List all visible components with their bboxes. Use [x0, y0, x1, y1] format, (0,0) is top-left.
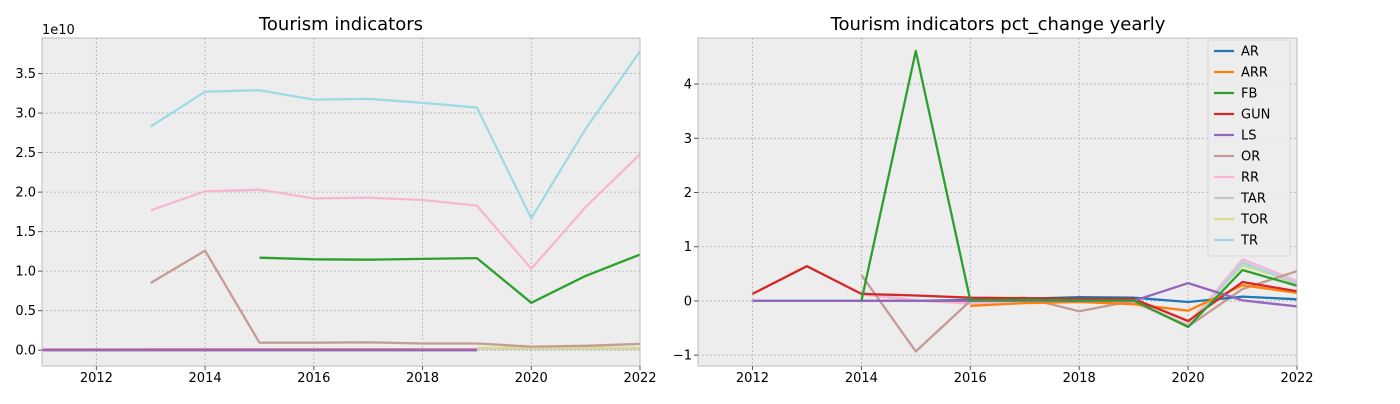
x-tick-label: 2022 — [1280, 371, 1313, 386]
legend-label-gun: GUN — [1241, 108, 1270, 123]
chart-panel-pct-change: Tourism indicators pct_change yearly 201… — [673, 14, 1314, 386]
y-axis-offset-label: 1e10 — [42, 23, 75, 38]
x-tick-label: 2020 — [1172, 371, 1205, 386]
chart-title: Tourism indicators — [258, 14, 423, 35]
y-tick-label: 4 — [684, 78, 692, 93]
y-tick-label: 0.0 — [15, 344, 36, 359]
chart-panel-tourism-indicators: Tourism indicators 1e10 2012 2014 2016 2018… — [15, 14, 656, 386]
x-tick-label: 2018 — [1063, 371, 1096, 386]
y-tick-label: 3.0 — [15, 107, 36, 122]
y-tick-label: 2.0 — [15, 186, 36, 201]
y-tick-label: 2.5 — [15, 146, 36, 161]
x-tick-label: 2016 — [297, 371, 330, 386]
x-axis: 2012 2014 2016 2018 2020 2022 — [80, 366, 657, 386]
x-tick-label: 2014 — [189, 371, 222, 386]
y-tick-label: 2 — [684, 186, 692, 201]
x-axis: 2012 2014 2016 2018 2020 2022 — [736, 366, 1314, 386]
plot-area — [698, 38, 1297, 366]
y-axis: −1 0 1 2 3 4 — [673, 78, 698, 364]
y-tick-label: 1 — [684, 240, 692, 255]
legend-label-tar: TAR — [1240, 192, 1266, 207]
legend-label-rr: RR — [1241, 171, 1259, 186]
y-tick-label: 0 — [684, 294, 692, 309]
legend-label-tr: TR — [1240, 234, 1258, 249]
legend: AR ARR FB GUN LS OR RR TAR TOR TR — [1208, 40, 1290, 256]
x-tick-label: 2018 — [406, 371, 439, 386]
legend-label-arr: ARR — [1241, 66, 1268, 81]
plot-area — [42, 38, 640, 366]
x-tick-label: 2022 — [623, 371, 656, 386]
x-tick-label: 2016 — [954, 371, 987, 386]
y-tick-label: −1 — [673, 349, 692, 364]
y-tick-label: 0.5 — [15, 304, 36, 319]
y-tick-label: 1.5 — [15, 225, 36, 240]
x-tick-label: 2012 — [80, 371, 113, 386]
x-tick-label: 2020 — [515, 371, 548, 386]
y-tick-label: 1.0 — [15, 265, 36, 280]
x-tick-label: 2012 — [736, 371, 769, 386]
x-tick-label: 2014 — [845, 371, 878, 386]
y-tick-label: 3.5 — [15, 67, 36, 82]
legend-label-ls: LS — [1241, 129, 1257, 144]
legend-label-tor: TOR — [1240, 213, 1268, 228]
legend-label-ar: AR — [1241, 45, 1259, 60]
legend-label-or: OR — [1241, 150, 1260, 165]
chart-title: Tourism indicators pct_change yearly — [830, 14, 1166, 35]
legend-label-fb: FB — [1241, 87, 1257, 102]
y-axis: 0.0 0.5 1.0 1.5 2.0 2.5 3.0 3.5 — [15, 67, 42, 359]
y-tick-label: 3 — [684, 132, 692, 147]
